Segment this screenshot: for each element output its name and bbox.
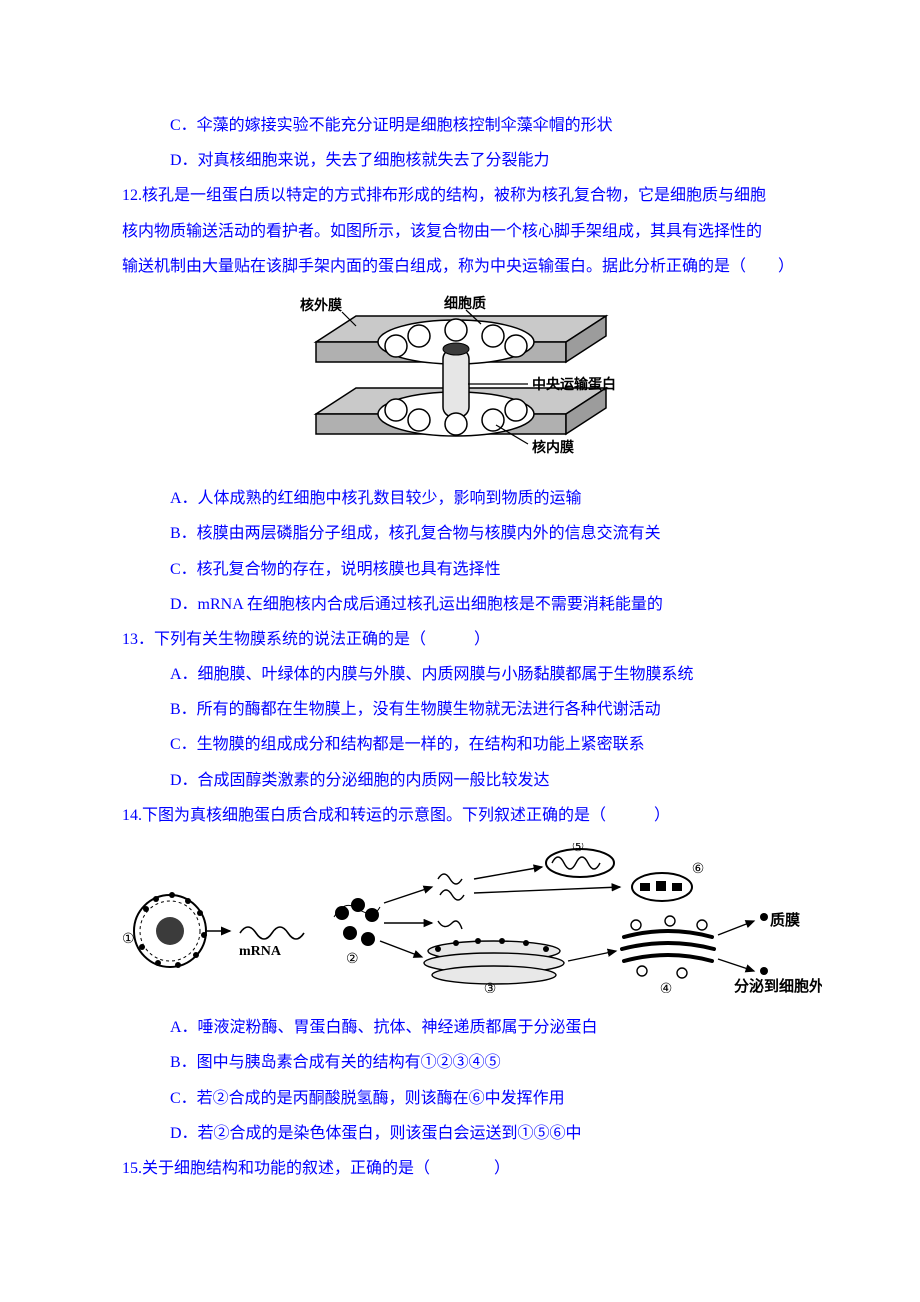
label-n3: ③ xyxy=(484,982,497,993)
label-n2: ② xyxy=(346,952,359,967)
label-outer-membrane: 核外膜 xyxy=(300,297,342,314)
q13-stem: 13．下列有关生物膜系统的说法正确的是（ ） xyxy=(122,622,810,657)
q14-option-d: D．若②合成的是染色体蛋白，则该蛋白会运送到①⑤⑥中 xyxy=(122,1116,810,1151)
q12-stem-2: 核内物质输送活动的看护者。如图所示，该复合物由一个核心脚手架组成，其具有选择性的 xyxy=(122,214,810,249)
label-plasma-membrane: 质膜 xyxy=(770,911,800,929)
er-stack xyxy=(424,938,564,984)
label-secreted: 分泌到细胞外 xyxy=(734,977,822,993)
q14-figure-wrap: ① mRNA ② xyxy=(122,843,810,1006)
q11-option-d: D．对真核细胞来说，失去了细胞核就失去了分裂能力 xyxy=(122,143,810,178)
label-transport-protein: 中央运输蛋白 xyxy=(532,376,616,393)
label-n4: ④ xyxy=(660,982,673,993)
q12-stem-3: 输送机制由大量贴在该脚手架内面的蛋白组成，称为中央运输蛋白。据此分析正确的是（ … xyxy=(122,249,810,284)
q12-option-b: B．核膜由两层磷脂分子组成，核孔复合物与核膜内外的信息交流有关 xyxy=(122,516,810,551)
nuclear-pore-diagram: 核外膜 细胞质 中央运输蛋白 核内膜 xyxy=(296,294,636,464)
q12-option-a: A．人体成熟的红细胞中核孔数目较少，影响到物质的运输 xyxy=(122,481,810,516)
label-mrna: mRNA xyxy=(239,944,282,959)
ribosome-cluster xyxy=(334,898,380,946)
q11-option-c: C．伞藻的嫁接实验不能充分证明是细胞核控制伞藻伞帽的形状 xyxy=(122,108,810,143)
label-n1: ① xyxy=(122,932,135,947)
golgi-stack xyxy=(622,916,714,978)
q12-figure: 核外膜 细胞质 中央运输蛋白 核内膜 xyxy=(296,294,636,477)
page-root: C．伞藻的嫁接实验不能充分证明是细胞核控制伞藻伞帽的形状 D．对真核细胞来说，失… xyxy=(0,0,920,1302)
q13-option-a: A．细胞膜、叶绿体的内膜与外膜、内质网膜与小肠黏膜都属于生物膜系统 xyxy=(122,657,810,692)
q14-option-b: B．图中与胰岛素合成有关的结构有①②③④⑤ xyxy=(122,1045,810,1080)
label-inner-membrane: 核内膜 xyxy=(532,439,574,456)
q14-figure: ① mRNA ② xyxy=(122,843,822,1006)
q12-figure-wrap: 核外膜 细胞质 中央运输蛋白 核内膜 xyxy=(122,294,810,477)
label-n5: ⑤ xyxy=(572,843,585,855)
q15-stem: 15.关于细胞结构和功能的叙述，正确的是（ ） xyxy=(122,1151,810,1186)
protein-transport-diagram: ① mRNA ② xyxy=(122,843,822,993)
q14-option-c: C．若②合成的是丙酮酸脱氢酶，则该酶在⑥中发挥作用 xyxy=(122,1081,810,1116)
label-cytoplasm: 细胞质 xyxy=(444,295,486,312)
label-n6: ⑥ xyxy=(692,862,705,877)
q14-stem: 14.下图为真核细胞蛋白质合成和转运的示意图。下列叙述正确的是（ ） xyxy=(122,798,810,833)
q13-option-d: D．合成固醇类激素的分泌细胞的内质网一般比较发达 xyxy=(122,763,810,798)
q14-option-a: A．唾液淀粉酶、胃蛋白酶、抗体、神经递质都属于分泌蛋白 xyxy=(122,1010,810,1045)
q12-stem-1: 12.核孔是一组蛋白质以特定的方式排布形成的结构，被称为核孔复合物，它是细胞质与… xyxy=(122,178,810,213)
q13-option-c: C．生物膜的组成成分和结构都是一样的，在结构和功能上紧密联系 xyxy=(122,727,810,762)
q12-option-c: C．核孔复合物的存在，说明核膜也具有选择性 xyxy=(122,552,810,587)
q12-option-d: D．mRNA 在细胞核内合成后通过核孔运出细胞核是不需要消耗能量的 xyxy=(122,587,810,622)
q13-option-b: B．所有的酶都在生物膜上，没有生物膜生物就无法进行各种代谢活动 xyxy=(122,692,810,727)
